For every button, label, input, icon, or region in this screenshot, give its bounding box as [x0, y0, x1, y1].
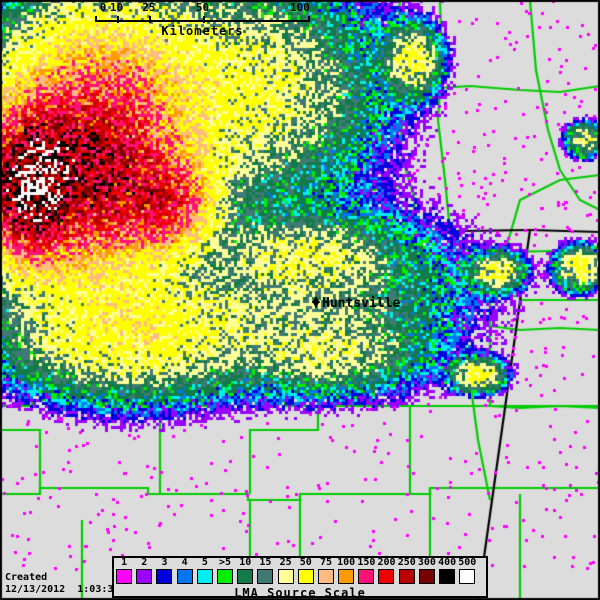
legend-color-swatch: [136, 569, 153, 584]
legend-cell-label: 50: [299, 557, 312, 568]
legend-cell-label: 400: [438, 557, 457, 568]
legend-color-swatch: [297, 569, 314, 584]
created-label: Created: [5, 572, 48, 583]
legend-cell-300: 300: [417, 557, 437, 588]
created-time: 1:03:31: [77, 584, 120, 595]
legend-cell-label: 10: [239, 557, 252, 568]
legend-color-swatch: [378, 569, 395, 584]
legend-cell-50: 50: [296, 557, 316, 588]
legend-color-swatch: [237, 569, 254, 584]
legend-cell-1: 1: [114, 557, 134, 588]
legend-color-swatch: [358, 569, 375, 584]
city-dot-icon: [312, 296, 320, 303]
legend-color-swatch: [317, 569, 334, 584]
legend-cell-label: 100: [337, 557, 356, 568]
legend-cell-label: 150: [357, 557, 376, 568]
legend-cell-500: 500: [457, 557, 477, 588]
legend-color-swatch: [196, 569, 213, 584]
legend-cell-label: 75: [319, 557, 332, 568]
legend-cell-75: 75: [316, 557, 336, 588]
legend-color-swatch: [418, 569, 435, 584]
city-label: Huntsville: [322, 296, 401, 311]
legend-color-swatch: [439, 569, 455, 584]
scale-unit-label: Kilometers: [161, 24, 244, 38]
legend-cell-label: >5: [219, 557, 232, 568]
legend-swatch-row: 1 2 3 4 5 >5 10 15 25 50 75 100 150 200 250 300 400 500: [114, 557, 486, 588]
legend-cell-400: 400: [437, 557, 457, 588]
legend-cell-200: 200: [376, 557, 396, 588]
legend-cell-label: 15: [259, 557, 272, 568]
legend-color-swatch: [277, 569, 294, 584]
legend-cell-label: 200: [377, 557, 396, 568]
legend-cell-label: 5: [201, 557, 208, 568]
legend-color-swatch: [398, 569, 415, 584]
legend-cell-label: 300: [417, 557, 436, 568]
legend-color-swatch: [156, 569, 173, 584]
legend-cell-label: 25: [279, 557, 292, 568]
legend-cell-label: 2: [141, 557, 148, 568]
legend-color-swatch: [257, 569, 274, 584]
city-dot-icon-lower: [312, 301, 320, 308]
legend-title: LMA Source Scale: [234, 586, 366, 600]
legend-cell-label: 1: [121, 557, 128, 568]
created-timestamp: Created 12/13/2012 1:03:31: [5, 572, 119, 596]
lma-source-scale-legend: 1 2 3 4 5 >5 10 15 25 50 75 100 150 200 250 300 400 500 L…: [112, 556, 488, 600]
legend-cell-label: 4: [181, 557, 188, 568]
legend-cell-150: 150: [356, 557, 376, 588]
legend-color-swatch: [459, 569, 476, 584]
legend-color-swatch: [216, 569, 233, 584]
legend-color-swatch: [116, 569, 132, 584]
legend-cell-label: 3: [161, 557, 168, 568]
legend-color-swatch: [338, 569, 355, 584]
legend-cell-250: 250: [397, 557, 417, 588]
legend-cell-2: 2: [134, 557, 154, 588]
legend-color-swatch: [176, 569, 193, 584]
legend-cell-label: 500: [458, 557, 477, 568]
legend-cell-5: 5: [195, 557, 215, 588]
legend-cell-15: 15: [255, 557, 275, 588]
legend-cell-gt5: >5: [215, 557, 235, 588]
legend-cell-100: 100: [336, 557, 356, 588]
legend-cell-10: 10: [235, 557, 255, 588]
legend-cell-label: 250: [397, 557, 416, 568]
legend-cell-4: 4: [175, 557, 195, 588]
legend-cell-3: 3: [154, 557, 174, 588]
created-date: 12/13/2012: [5, 584, 66, 595]
legend-cell-25: 25: [276, 557, 296, 588]
